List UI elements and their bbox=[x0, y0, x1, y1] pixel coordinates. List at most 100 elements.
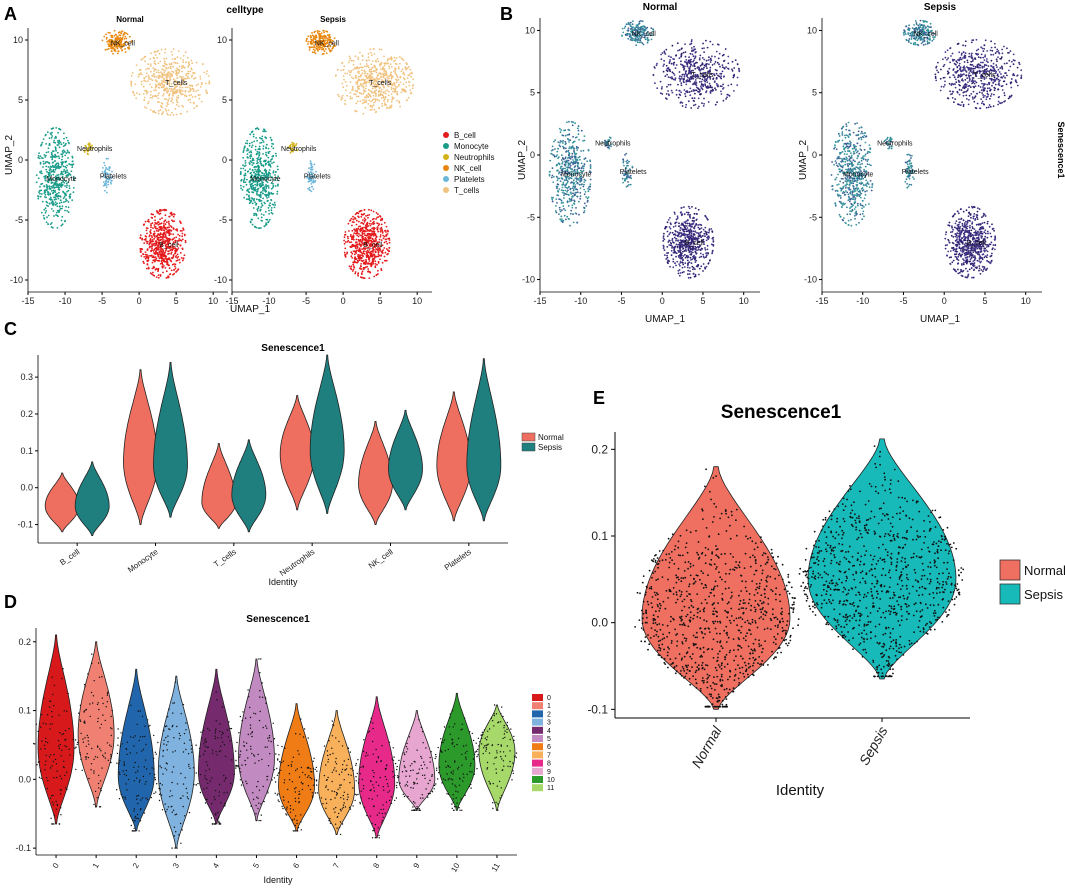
umap-cell-point bbox=[168, 93, 171, 96]
umap-cell-point bbox=[380, 223, 383, 226]
umap-cell-point bbox=[181, 86, 184, 89]
umap-cell-point bbox=[140, 80, 143, 83]
umap-cell-point bbox=[267, 221, 269, 224]
umap-cell-point bbox=[172, 94, 174, 97]
x-tick-label: -15 bbox=[225, 296, 238, 306]
umap-cell-point bbox=[259, 160, 262, 163]
umap-cell-point bbox=[307, 35, 310, 38]
umap-cell-point bbox=[710, 90, 713, 92]
umap-cell-point bbox=[65, 136, 68, 139]
umap-cell-point bbox=[153, 234, 156, 237]
umap-cell-point bbox=[567, 159, 570, 162]
umap-cell-point bbox=[376, 263, 378, 266]
umap-cell-point bbox=[91, 144, 93, 147]
umap-cell-point bbox=[564, 140, 567, 143]
umap-cell-point bbox=[709, 69, 712, 71]
umap-cell-point bbox=[361, 54, 364, 57]
umap-cell-point bbox=[341, 62, 343, 65]
umap-cell-point bbox=[673, 58, 675, 61]
umap-cell-point bbox=[375, 67, 378, 70]
umap-cell-point bbox=[62, 152, 64, 154]
umap-cell-point bbox=[678, 71, 681, 73]
umap-cell-point bbox=[105, 157, 108, 160]
umap-cell-point bbox=[174, 58, 177, 61]
umap-cell-point bbox=[255, 162, 258, 165]
umap-cell-point bbox=[360, 213, 363, 216]
umap-cell-point bbox=[377, 91, 380, 93]
umap-cell-point bbox=[368, 249, 371, 251]
umap-cell-point bbox=[176, 85, 178, 88]
umap-cell-point bbox=[369, 262, 371, 265]
umap-cell-point bbox=[54, 141, 57, 144]
umap-cell-point bbox=[376, 74, 379, 77]
umap-cell-point bbox=[49, 132, 52, 135]
umap-cell-point bbox=[366, 77, 368, 80]
umap-cell-point bbox=[263, 128, 266, 131]
cluster-label: Monocyte bbox=[46, 176, 76, 183]
umap-cell-point bbox=[380, 48, 383, 51]
umap-cell-point bbox=[386, 253, 388, 256]
umap-cell-point bbox=[269, 164, 272, 167]
umap-cell-point bbox=[182, 59, 184, 61]
umap-cell-point bbox=[377, 230, 380, 233]
umap-cell-point bbox=[164, 87, 166, 90]
umap-cell-point bbox=[155, 247, 158, 250]
umap-cell-point bbox=[157, 249, 160, 251]
umap-cell-point bbox=[110, 50, 113, 53]
umap-cell-point bbox=[166, 103, 169, 106]
umap-cell-point bbox=[344, 233, 347, 236]
umap-cell-point bbox=[266, 197, 268, 199]
umap-cell-point bbox=[556, 154, 558, 156]
umap-cell-point bbox=[185, 95, 188, 98]
umap-cell-point bbox=[153, 57, 156, 60]
umap-cell-point bbox=[406, 77, 409, 79]
umap-cell-point bbox=[61, 172, 63, 175]
umap-cell-point bbox=[178, 65, 181, 68]
umap-cell-point bbox=[51, 150, 54, 153]
umap-cell-point bbox=[163, 265, 165, 267]
umap-cell-point bbox=[71, 164, 74, 167]
umap-cell-point bbox=[370, 100, 372, 103]
umap-cell-point bbox=[571, 206, 574, 209]
umap-cell-point bbox=[171, 75, 173, 78]
umap-cell-point bbox=[111, 170, 113, 173]
umap-cell-point bbox=[709, 92, 712, 94]
umap-cell-point bbox=[49, 192, 52, 195]
umap-cell-point bbox=[106, 168, 109, 171]
umap-cell-point bbox=[272, 192, 275, 195]
umap-cell-point bbox=[566, 181, 569, 184]
umap-cell-point bbox=[161, 79, 163, 82]
umap-cell-point bbox=[131, 72, 134, 74]
umap-cell-point bbox=[672, 63, 675, 66]
umap-cell-point bbox=[722, 76, 725, 78]
umap-cell-point bbox=[113, 29, 116, 32]
umap-cell-point bbox=[264, 211, 267, 213]
umap-cell-point bbox=[355, 219, 358, 222]
umap-cell-point bbox=[255, 198, 258, 201]
umap-cell-point bbox=[410, 92, 412, 94]
umap-cell-point bbox=[687, 80, 690, 82]
umap-cell-point bbox=[64, 194, 66, 196]
umap-cell-point bbox=[373, 275, 376, 278]
umap-cell-point bbox=[361, 102, 364, 105]
umap-cell-point bbox=[373, 217, 375, 220]
umap-cell-point bbox=[253, 214, 256, 217]
umap-cell-point bbox=[254, 189, 257, 192]
umap-cell-point bbox=[352, 215, 354, 218]
umap-cell-point bbox=[163, 229, 166, 232]
umap-cell-point bbox=[365, 230, 367, 233]
umap-cell-point bbox=[175, 71, 178, 74]
umap-cell-point bbox=[162, 64, 165, 67]
umap-cell-point bbox=[158, 52, 161, 55]
umap-cell-point bbox=[698, 81, 701, 83]
umap-cell-point bbox=[310, 183, 313, 185]
umap-cell-point bbox=[154, 259, 157, 262]
umap-cell-point bbox=[248, 144, 251, 147]
umap-cell-point bbox=[374, 98, 377, 101]
umap-cell-point bbox=[106, 48, 109, 51]
umap-cell-point bbox=[168, 215, 171, 218]
umap-cell-point bbox=[165, 87, 168, 89]
umap-cell-point bbox=[270, 207, 273, 209]
umap-cell-point bbox=[362, 99, 364, 101]
umap-cell-point bbox=[62, 165, 65, 168]
